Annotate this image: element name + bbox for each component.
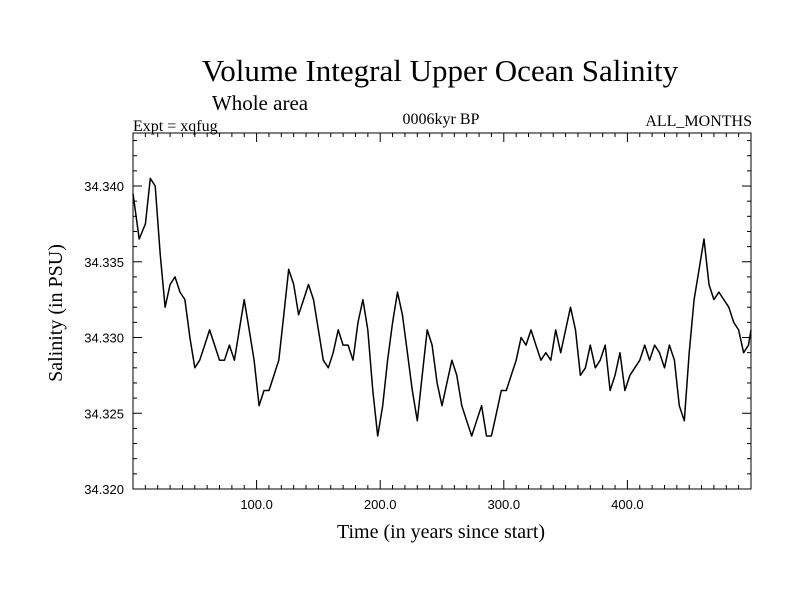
x-tick-label: 400.0: [611, 497, 644, 512]
expt-label: Expt = xqfug: [133, 118, 218, 135]
x-axis-label: Time (in years since start): [337, 521, 545, 543]
period-label: 0006kyr BP: [403, 111, 480, 128]
x-tick-label: 100.0: [240, 497, 273, 512]
x-tick-label: 300.0: [488, 497, 521, 512]
y-tick-label: 34.335: [84, 255, 124, 270]
months-label: ALL_MONTHS: [645, 113, 752, 130]
y-tick-label: 34.340: [84, 179, 124, 194]
y-tick-label: 34.330: [84, 331, 124, 346]
x-tick-label: 200.0: [364, 497, 397, 512]
salinity-series-line: [132, 177, 752, 437]
y-tick-label: 34.320: [84, 482, 124, 497]
plot-frame: [132, 132, 752, 490]
y-axis-label: Salinity (in PSU): [45, 244, 67, 382]
y-tick-label: 34.325: [84, 406, 124, 421]
chart-title: Volume Integral Upper Ocean Salinity: [202, 53, 679, 88]
chart-subtitle: Whole area: [212, 91, 309, 115]
